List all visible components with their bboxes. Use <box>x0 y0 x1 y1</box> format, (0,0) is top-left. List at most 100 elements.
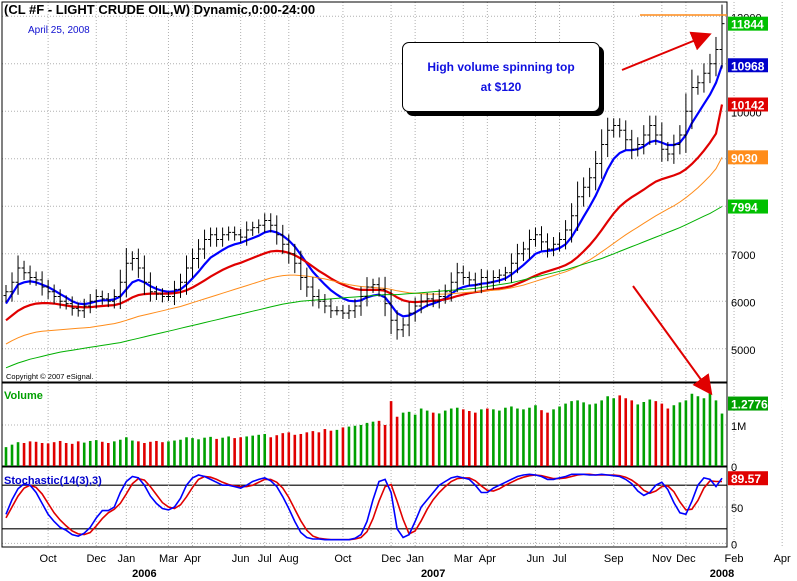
price-bar <box>334 306 340 316</box>
svg-text:1.277645M: 1.277645M <box>731 398 791 412</box>
svg-text:7994: 7994 <box>731 201 758 215</box>
price-bar <box>593 150 599 191</box>
price-bar <box>617 118 623 138</box>
svg-text:10968: 10968 <box>731 59 765 73</box>
price-bar <box>424 292 430 308</box>
month-tick-label: Apr <box>479 553 496 565</box>
price-bar <box>599 129 605 179</box>
svg-text:9030: 9030 <box>731 151 758 165</box>
month-tick-label: Dec <box>676 553 696 565</box>
price-bar <box>508 253 514 283</box>
price-bar <box>184 255 190 295</box>
month-tick-label: Mar <box>159 553 178 565</box>
price-panel-frame <box>1 1 728 383</box>
price-bar <box>129 251 135 271</box>
month-tick-label: Jan <box>117 553 135 565</box>
svg-text:89.57: 89.57 <box>731 472 761 486</box>
price-bar <box>39 271 45 296</box>
price-bar <box>653 115 659 145</box>
price-bar <box>436 289 442 309</box>
price-bar <box>665 142 671 162</box>
price-bar <box>442 284 448 304</box>
month-tick-label: Nov <box>652 553 672 565</box>
price-bar <box>605 117 611 158</box>
price-bar <box>557 232 563 252</box>
price-bar <box>69 296 75 316</box>
svg-text:11844: 11844 <box>731 18 764 32</box>
moving-average-lines <box>5 64 724 369</box>
price-bar <box>141 255 147 295</box>
price-bar <box>21 260 27 280</box>
chart-title: (CL #F - LIGHT CRUDE OIL,W) Dynamic,0:00… <box>4 2 315 17</box>
price-bar <box>15 255 21 295</box>
month-tick-label: Jul <box>553 553 567 565</box>
price-bar <box>316 289 322 309</box>
price-bar <box>238 228 244 244</box>
axis-labels: 500060007000800090001000011000120001M005… <box>40 12 792 580</box>
price-bar <box>466 271 472 286</box>
price-bar <box>274 215 280 245</box>
last-value-labels: 11844 10968 10142 9030 7994 1.277645M 89.57 <box>728 16 791 486</box>
year-label: 2008 <box>710 568 734 580</box>
price-bar <box>496 269 502 284</box>
price-bar <box>165 291 171 302</box>
price-bar <box>45 279 51 299</box>
price-bar <box>352 298 358 318</box>
price-bar <box>123 248 129 298</box>
price-bar <box>623 120 629 150</box>
month-tick-label: Dec <box>86 553 106 565</box>
price-bar <box>635 137 641 157</box>
price-last-value-label: 10142 <box>728 97 768 113</box>
price-bar <box>563 220 569 250</box>
price-bar <box>364 277 370 307</box>
price-bar <box>611 118 617 138</box>
price-bar <box>641 125 647 155</box>
price-bar <box>551 237 557 257</box>
stochastic-panel-label: Stochastic(14(3),3) <box>4 475 102 487</box>
price-bar <box>159 288 165 303</box>
price-bar <box>202 229 208 259</box>
month-tick-label: Jul <box>258 553 272 565</box>
price-bar <box>520 241 526 261</box>
price-bar <box>382 276 388 317</box>
price-bar <box>250 221 256 236</box>
price-bar <box>430 292 436 308</box>
price-bar <box>532 227 538 247</box>
price-bar <box>701 63 707 93</box>
price-bar <box>75 302 81 317</box>
price-bar <box>310 277 316 307</box>
price-bar <box>220 227 226 247</box>
price-bar <box>545 233 551 258</box>
stochastic-last-value-label: 89.57 <box>728 471 768 486</box>
price-bar <box>208 227 214 247</box>
volume-bars <box>4 392 724 466</box>
price-bar <box>418 294 424 314</box>
price-bar <box>412 297 418 322</box>
ma-medium-line <box>5 157 723 345</box>
price-bar <box>394 310 400 340</box>
price-bar <box>575 181 581 231</box>
price-bar <box>406 301 412 337</box>
price-bar <box>262 213 268 233</box>
price-bar <box>647 115 653 145</box>
price-bar <box>322 294 328 314</box>
stochastic-lines <box>5 473 723 541</box>
svg-text:10142: 10142 <box>731 99 765 113</box>
stochastic-tick-label: 50 <box>731 503 743 515</box>
price-bar <box>99 290 105 305</box>
ema-slow-line <box>5 104 724 322</box>
price-bar <box>581 177 587 207</box>
ema-fast-line <box>5 64 724 318</box>
month-tick-label: Apr <box>184 553 201 565</box>
price-bars <box>3 4 725 340</box>
price-bar <box>33 271 39 286</box>
volume-last-value-label: 1.277645M <box>728 396 791 412</box>
price-bar <box>587 167 593 198</box>
price-bar <box>298 250 304 291</box>
price-bar <box>448 272 454 302</box>
month-tick-label: Jan <box>406 553 424 565</box>
month-tick-label: Dec <box>381 553 401 565</box>
price-bar <box>51 284 57 304</box>
price-bar <box>81 298 87 318</box>
price-bar <box>538 226 544 251</box>
